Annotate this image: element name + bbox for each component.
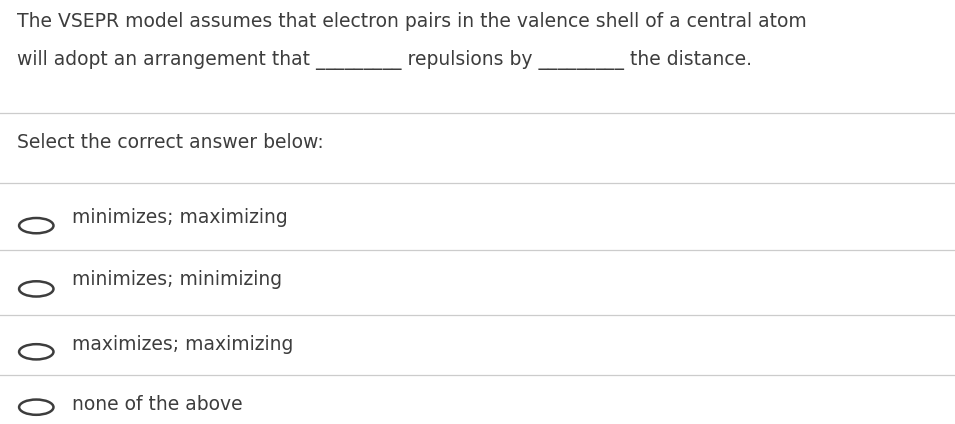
Text: maximizes; maximizing: maximizes; maximizing	[72, 335, 293, 354]
Text: minimizes; maximizing: minimizes; maximizing	[72, 208, 287, 227]
Text: Select the correct answer below:: Select the correct answer below:	[17, 133, 324, 152]
Text: minimizes; minimizing: minimizes; minimizing	[72, 270, 282, 289]
Text: will adopt an arrangement that _________ repulsions by _________ the distance.: will adopt an arrangement that _________…	[17, 50, 753, 70]
Text: The VSEPR model assumes that electron pairs in the valence shell of a central at: The VSEPR model assumes that electron pa…	[17, 12, 807, 31]
Text: none of the above: none of the above	[72, 395, 243, 414]
